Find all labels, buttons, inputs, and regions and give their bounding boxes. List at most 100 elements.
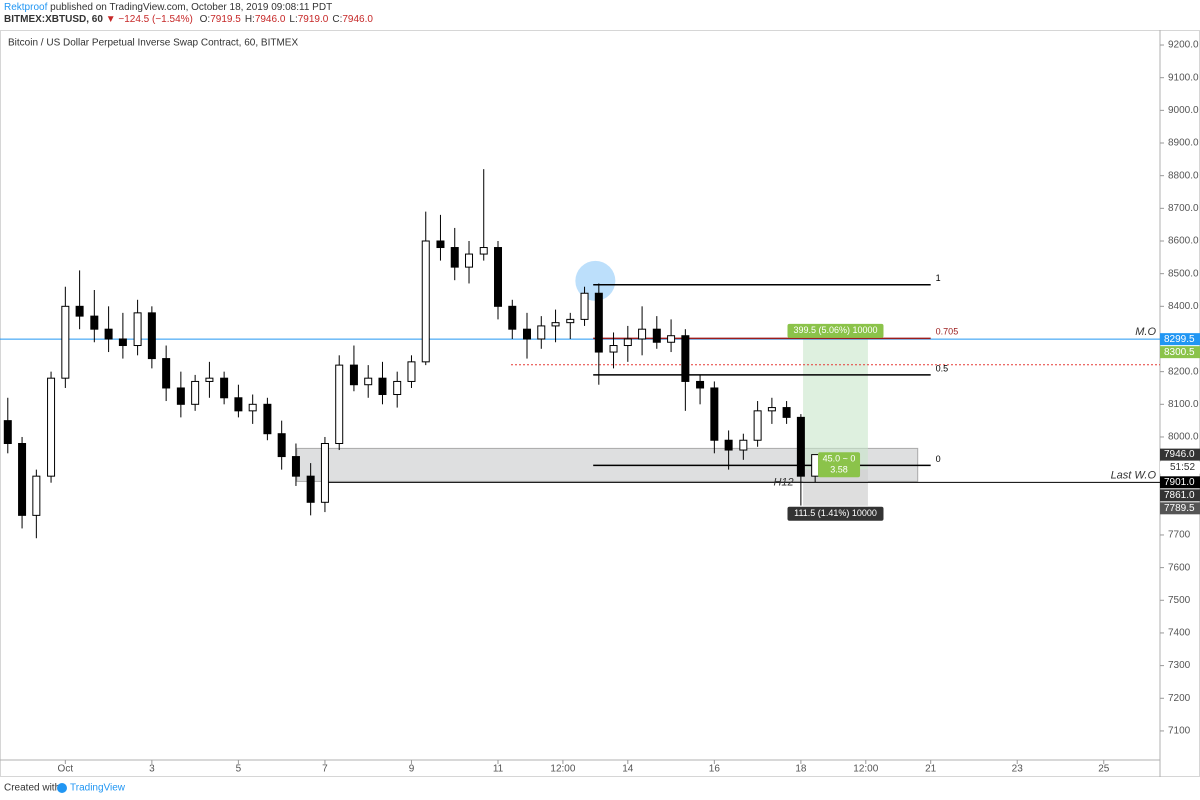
candle-body	[18, 443, 27, 516]
footer-created: Created with	[4, 783, 60, 794]
publisher: Rektproof	[4, 2, 48, 13]
candle-body	[594, 292, 603, 353]
candle-body	[104, 328, 113, 340]
change: ▼ −124.5 (−1.54%)	[106, 14, 193, 25]
x-tick-label: 12:00	[550, 764, 575, 775]
price-label-bg	[1160, 489, 1200, 502]
candle-body	[667, 335, 676, 343]
footer-logo	[57, 783, 67, 793]
candle-body	[681, 335, 690, 382]
candle-body	[811, 454, 820, 477]
candle-body	[364, 377, 373, 386]
x-tick-label: 11	[493, 764, 504, 775]
countdown: 51:52	[1170, 462, 1195, 473]
candle-body	[47, 377, 56, 477]
note-label: H12	[773, 477, 793, 489]
chart-title: Bitcoin / US Dollar Perpetual Inverse Sw…	[8, 38, 298, 49]
candle-body	[191, 380, 200, 405]
pnl-label-bg	[818, 452, 861, 467]
candle-body	[508, 305, 517, 330]
candle-body	[118, 338, 127, 347]
y-tick-label: 8600.0	[1168, 236, 1199, 247]
highlight-circle	[575, 260, 616, 301]
published: published on TradingView.com, October 18…	[50, 2, 332, 13]
candle-body	[767, 407, 776, 412]
y-tick-label: 7300	[1168, 660, 1191, 671]
candle-body	[61, 305, 70, 379]
ohlc-key: H:	[245, 14, 255, 25]
candle-body	[335, 364, 344, 445]
rr-label-bg	[818, 463, 861, 478]
candle-body	[306, 475, 315, 503]
candle-body	[393, 380, 402, 396]
y-tick-label: 7500	[1168, 595, 1191, 606]
candle-body	[623, 338, 632, 347]
target-label-bg	[787, 323, 884, 338]
x-tick-label: 7	[322, 764, 328, 775]
y-tick-label: 9000.0	[1168, 105, 1199, 116]
candle-body	[494, 247, 503, 307]
ohlc-value: 7946.0	[255, 14, 286, 25]
target-box	[803, 338, 868, 470]
x-tick-label: 14	[622, 764, 634, 775]
x-tick-label: 3	[149, 764, 155, 775]
candle-body	[407, 361, 416, 382]
candle-body	[349, 364, 358, 386]
candle-body	[566, 318, 575, 324]
footer-brand: TradingView	[70, 783, 126, 794]
candle-body	[75, 305, 84, 317]
y-tick-label: 8700.0	[1168, 203, 1199, 214]
price-label: 8299.5	[1164, 334, 1195, 345]
rr-label: 3.58	[830, 465, 848, 475]
candle-body	[724, 439, 733, 451]
candle-body	[796, 416, 805, 477]
price-label: 7901.0	[1164, 477, 1195, 488]
level-name: Last W.O	[1111, 469, 1157, 481]
y-tick-label: 8200.0	[1168, 366, 1199, 377]
price-label: 7861.0	[1164, 490, 1195, 501]
fib-label: 0.5	[936, 363, 949, 373]
price-label-bg	[1160, 502, 1200, 515]
candle-body	[753, 410, 762, 441]
candle-body	[3, 420, 12, 445]
price-label-bg	[1160, 476, 1200, 489]
x-tick-label: 12:00	[853, 764, 878, 775]
candle-body	[220, 377, 229, 399]
y-tick-label: 8900.0	[1168, 138, 1199, 149]
price-label-bg	[1160, 448, 1200, 461]
y-tick-label: 7200	[1168, 693, 1191, 704]
y-tick-label: 7700	[1168, 530, 1191, 541]
ohlc-key: O:	[200, 14, 211, 25]
symbol-line: BITMEX:XBTUSD, 60 ▼ −124.5 (−1.54%) O:79…	[4, 14, 373, 25]
candle-body	[147, 312, 156, 360]
x-tick-label: 9	[409, 764, 415, 775]
ohlc-value: 7919.0	[298, 14, 329, 25]
candle-body	[609, 345, 618, 353]
price-label: 7789.5	[1164, 503, 1195, 514]
y-tick-label: 7400	[1168, 628, 1191, 639]
candle-body	[652, 328, 661, 343]
candle-body	[248, 403, 257, 412]
y-tick-label: 7600	[1168, 562, 1191, 573]
x-tick-label: 18	[795, 764, 807, 775]
candle-body	[277, 433, 286, 458]
fib-label: 1	[936, 273, 941, 283]
y-tick-label: 8100.0	[1168, 399, 1199, 410]
stop-label-bg	[787, 506, 884, 521]
candle-body	[32, 475, 41, 516]
candle-body	[133, 312, 142, 347]
candle-body	[436, 240, 445, 249]
candle-body	[291, 456, 300, 477]
ohlc-key: L:	[289, 14, 297, 25]
fib-label: 0	[936, 454, 941, 464]
header-line: Rektproof published on TradingView.com, …	[4, 2, 332, 13]
candle-body	[378, 377, 387, 396]
countdown-bg	[1160, 461, 1200, 474]
ohlc-key: C:	[332, 14, 342, 25]
x-tick-label: 5	[236, 764, 242, 775]
target-label: 399.5 (5.06%) 10000	[793, 325, 877, 335]
candle-body	[580, 292, 589, 320]
pnl-label: 45.0 ~ 0	[823, 454, 856, 464]
